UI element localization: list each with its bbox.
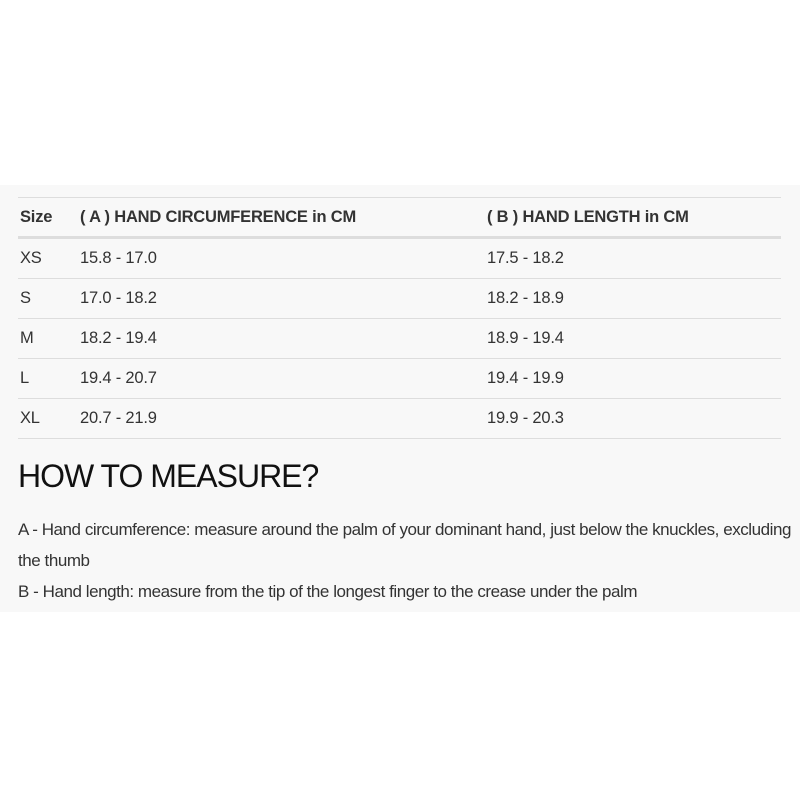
- length-cell: 18.2 - 18.9: [487, 278, 781, 319]
- size-cell: S: [18, 278, 80, 319]
- size-table: Size ( A ) HAND CIRCUMFERENCE in CM ( B …: [18, 197, 781, 439]
- instruction-a: A - Hand circumference: measure around t…: [18, 520, 791, 570]
- size-cell: L: [18, 358, 80, 399]
- size-cell: XL: [18, 398, 80, 439]
- size-cell: XS: [18, 237, 80, 279]
- instruction-b: B - Hand length: measure from the tip of…: [18, 582, 638, 601]
- circumference-cell: 18.2 - 19.4: [80, 318, 487, 359]
- header-size: Size: [18, 197, 80, 239]
- table-row: S 17.0 - 18.2 18.2 - 18.9: [18, 278, 781, 319]
- size-cell: M: [18, 318, 80, 359]
- length-cell: 17.5 - 18.2: [487, 237, 781, 279]
- table-row: L 19.4 - 20.7 19.4 - 19.9: [18, 358, 781, 399]
- table-row: XL 20.7 - 21.9 19.9 - 20.3: [18, 398, 781, 439]
- circumference-cell: 19.4 - 20.7: [80, 358, 487, 399]
- instructions: A - Hand circumference: measure around t…: [18, 514, 798, 607]
- length-cell: 19.4 - 19.9: [487, 358, 781, 399]
- circumference-cell: 15.8 - 17.0: [80, 237, 487, 279]
- length-cell: 18.9 - 19.4: [487, 318, 781, 359]
- circumference-cell: 20.7 - 21.9: [80, 398, 487, 439]
- header-length: ( B ) HAND LENGTH in CM: [487, 197, 781, 239]
- length-cell: 19.9 - 20.3: [487, 398, 781, 439]
- circumference-cell: 17.0 - 18.2: [80, 278, 487, 319]
- table-header-row: Size ( A ) HAND CIRCUMFERENCE in CM ( B …: [18, 197, 781, 239]
- table-row: M 18.2 - 19.4 18.9 - 19.4: [18, 318, 781, 359]
- table-row: XS 15.8 - 17.0 17.5 - 18.2: [18, 237, 781, 279]
- header-circumference: ( A ) HAND CIRCUMFERENCE in CM: [80, 197, 487, 239]
- how-to-measure-heading: HOW TO MEASURE?: [18, 458, 319, 494]
